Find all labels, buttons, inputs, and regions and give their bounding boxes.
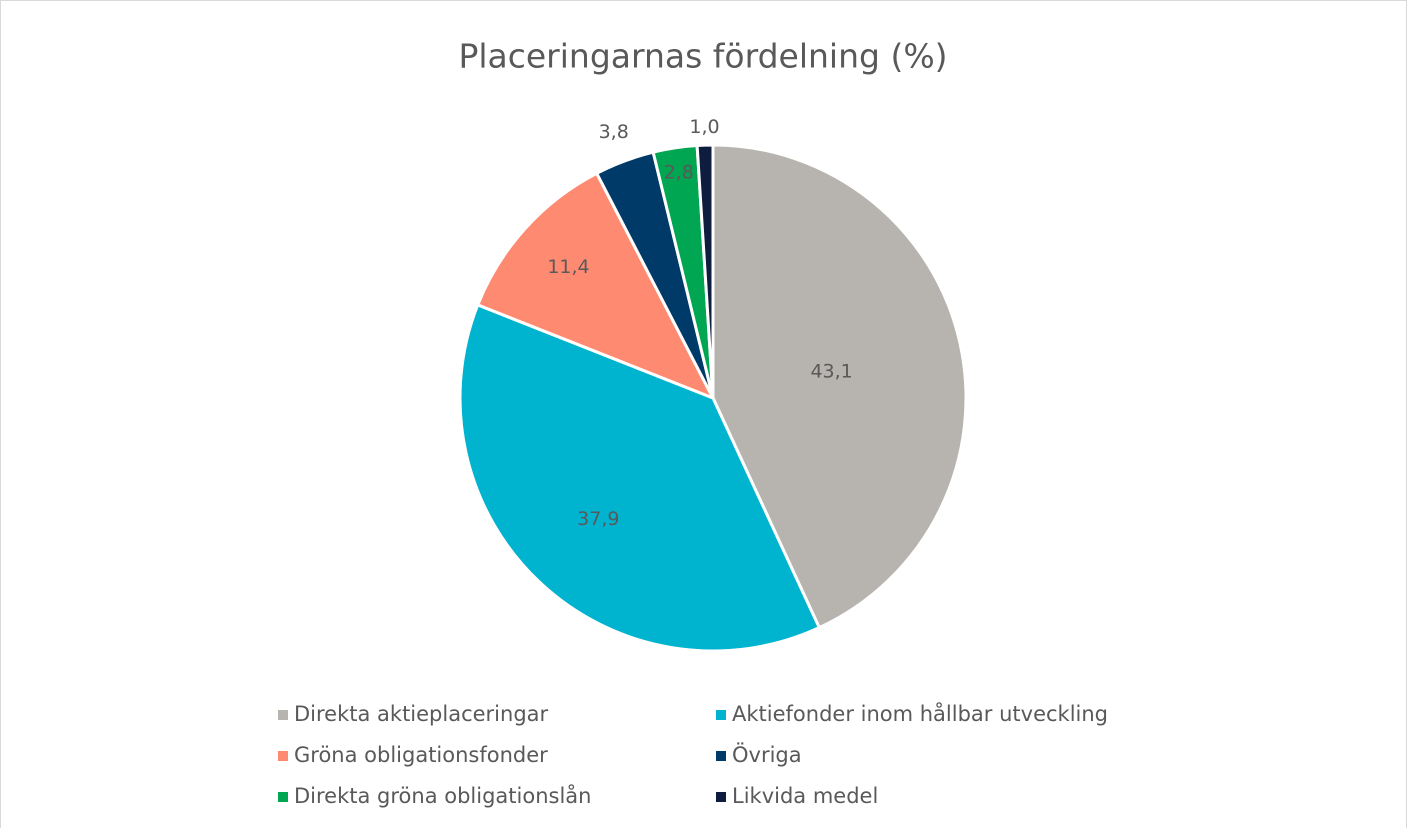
legend-label: Gröna obligationsfonder	[294, 743, 548, 767]
legend-swatch	[278, 792, 288, 802]
pie-slice	[695, 143, 715, 399]
legend-swatch	[278, 751, 288, 761]
legend-swatch	[278, 710, 288, 720]
data-label: 37,9	[577, 508, 619, 530]
data-label: 2,8	[664, 161, 694, 183]
data-label: 11,4	[547, 256, 589, 278]
pie-slice	[458, 302, 822, 653]
data-label: 43,1	[810, 360, 852, 382]
chart-title: Placeringarnas fördelning (%)	[458, 37, 947, 76]
data-label: 1,0	[689, 116, 719, 138]
legend-swatch	[716, 792, 726, 802]
data-label: 3,8	[599, 121, 629, 143]
legend-label: Direkta gröna obligationslån	[294, 783, 591, 808]
legend-label: Direkta aktieplaceringar	[294, 702, 549, 726]
legend-label: Övriga	[732, 742, 802, 767]
legend-label: Aktiefonder inom hållbar utveckling	[732, 701, 1108, 726]
legend-label: Likvida medel	[732, 784, 878, 808]
pie-slice	[475, 171, 717, 401]
legend-swatch	[716, 710, 726, 720]
pie-slice	[711, 143, 968, 630]
legend-swatch	[716, 751, 726, 761]
